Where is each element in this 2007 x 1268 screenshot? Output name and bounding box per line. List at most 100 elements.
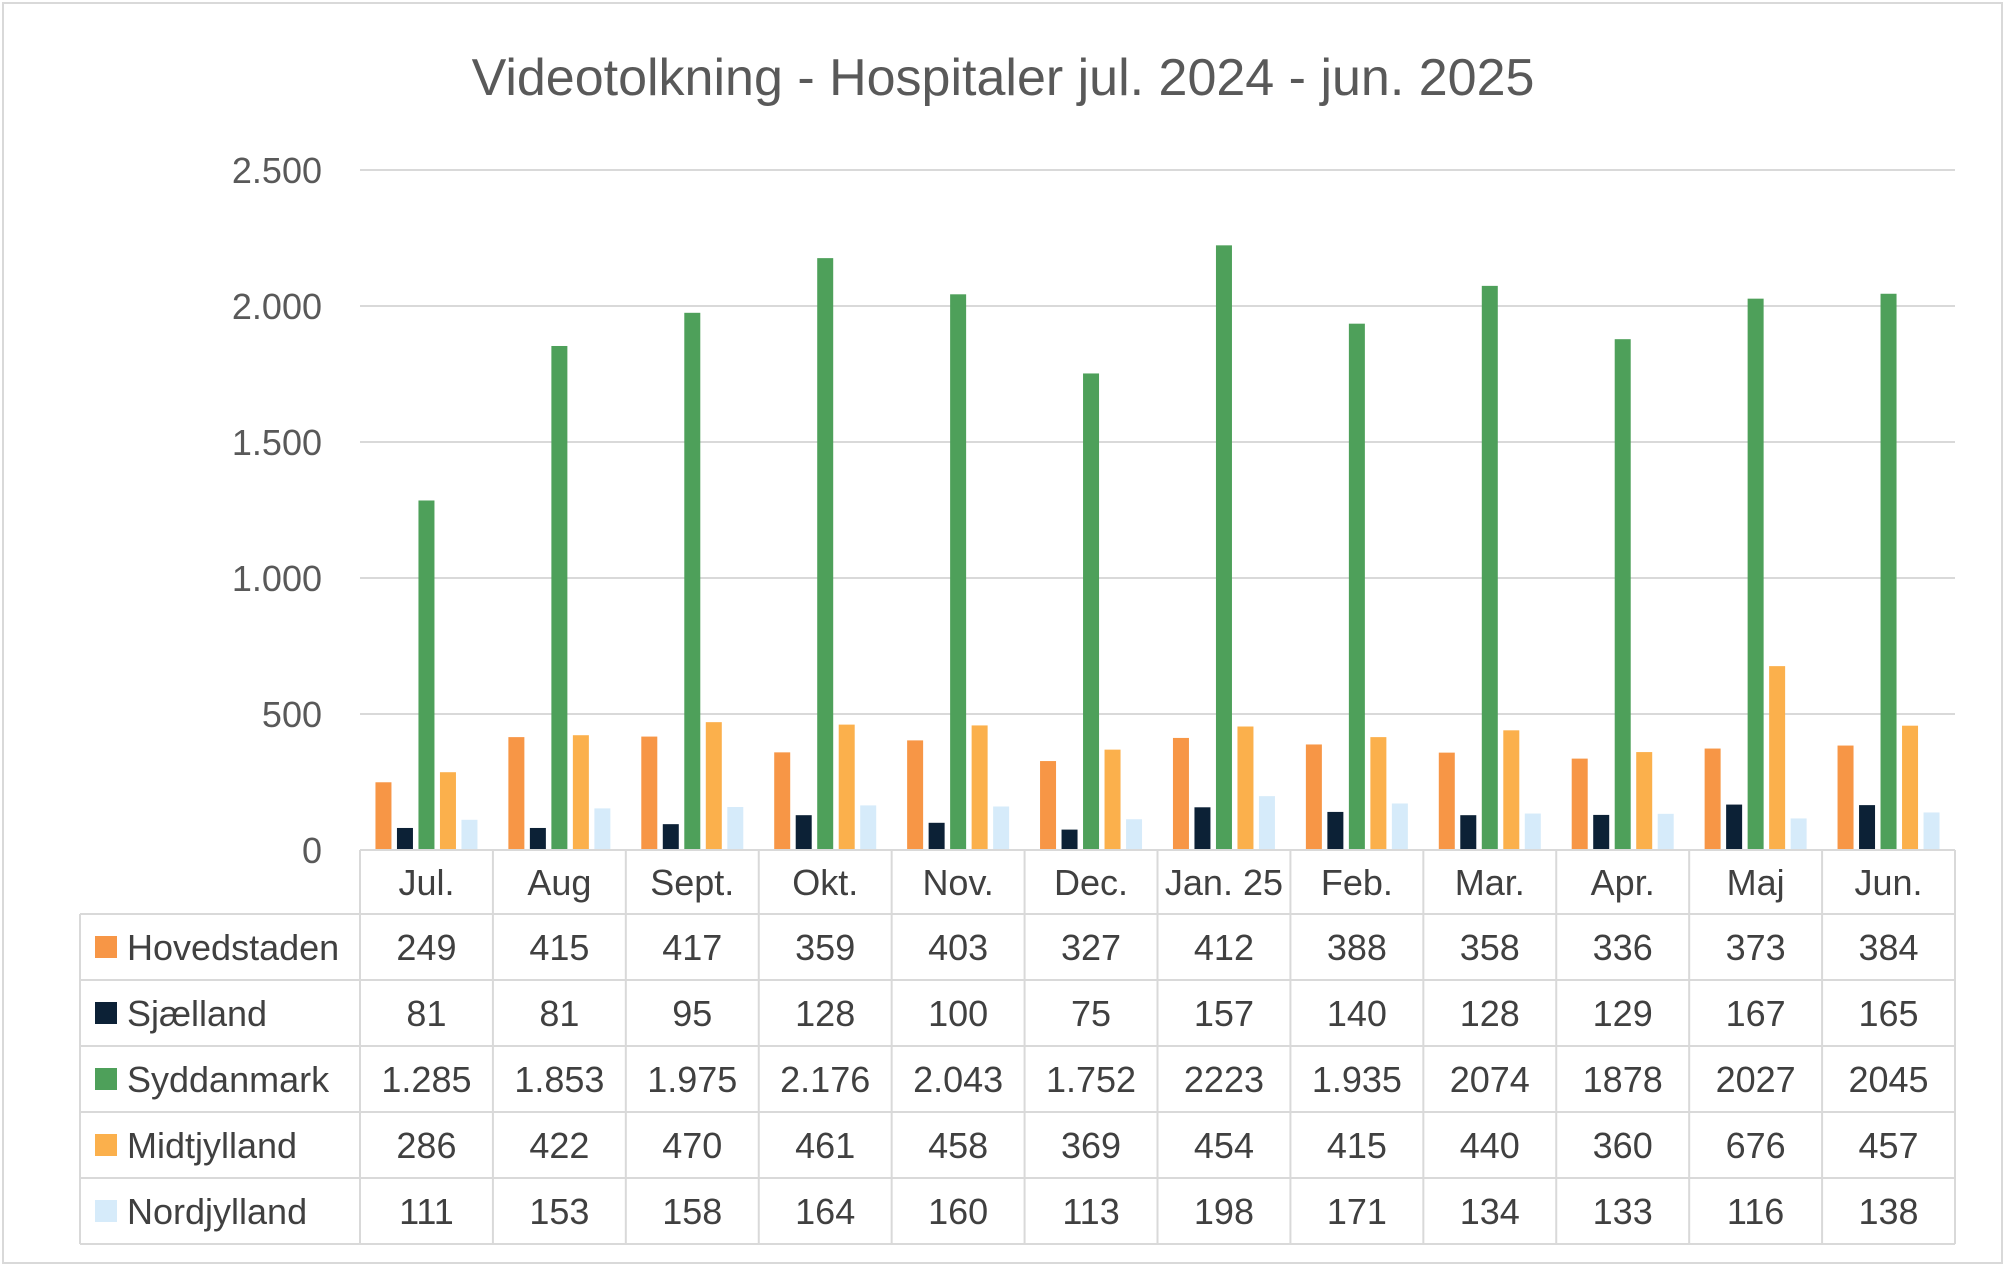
legend-key bbox=[95, 1068, 117, 1090]
data-label: 128 bbox=[1460, 993, 1520, 1034]
bar bbox=[1126, 819, 1143, 850]
legend-key bbox=[95, 1002, 117, 1024]
data-label: 1.285 bbox=[381, 1059, 471, 1100]
bar bbox=[860, 805, 877, 850]
bar bbox=[1215, 245, 1232, 850]
legend-label: Syddanmark bbox=[127, 1059, 330, 1100]
data-label: 113 bbox=[1062, 1191, 1119, 1232]
data-label: 403 bbox=[928, 927, 988, 968]
legend-label: Nordjylland bbox=[127, 1191, 307, 1232]
bar bbox=[1503, 730, 1520, 850]
bar bbox=[1061, 829, 1078, 850]
bar bbox=[1636, 752, 1653, 850]
bar bbox=[418, 500, 435, 850]
data-label: 81 bbox=[406, 993, 446, 1034]
data-label: 412 bbox=[1194, 927, 1254, 968]
bar bbox=[1172, 737, 1189, 850]
bar bbox=[1704, 748, 1721, 850]
bar bbox=[508, 737, 525, 850]
bar bbox=[950, 294, 967, 851]
data-label: 249 bbox=[396, 927, 456, 968]
bar bbox=[594, 808, 611, 850]
bar bbox=[1305, 744, 1322, 850]
bar bbox=[817, 258, 834, 850]
bar bbox=[529, 827, 546, 850]
data-label: 128 bbox=[795, 993, 855, 1034]
bar bbox=[1348, 323, 1365, 850]
bar bbox=[1571, 758, 1588, 850]
category-label: Apr. bbox=[1591, 862, 1655, 903]
bar bbox=[439, 772, 456, 850]
data-label: 358 bbox=[1460, 927, 1520, 968]
bar bbox=[461, 819, 478, 850]
data-label: 198 bbox=[1194, 1191, 1254, 1232]
data-label: 1.752 bbox=[1046, 1059, 1136, 1100]
data-label: 2223 bbox=[1184, 1059, 1264, 1100]
bar bbox=[641, 736, 658, 850]
bar bbox=[705, 722, 722, 850]
data-label: 116 bbox=[1727, 1191, 1784, 1232]
category-label: Jun. bbox=[1855, 862, 1923, 903]
bar bbox=[684, 312, 701, 850]
bar bbox=[727, 807, 744, 850]
y-tick-label: 1.000 bbox=[232, 558, 322, 599]
data-label: 388 bbox=[1327, 927, 1387, 968]
data-label: 440 bbox=[1460, 1125, 1520, 1166]
bars bbox=[375, 245, 1940, 851]
data-label: 95 bbox=[672, 993, 712, 1034]
data-label: 327 bbox=[1061, 927, 1121, 968]
data-label: 336 bbox=[1593, 927, 1653, 968]
category-label: Okt. bbox=[792, 862, 858, 903]
bar bbox=[1837, 745, 1854, 850]
data-table: Jul. Aug Sept. Okt. Nov. Dec. Jan. 25 Feb. Mar. A… bbox=[79, 849, 1956, 1245]
y-tick-label: 1.500 bbox=[232, 422, 322, 463]
bar bbox=[1481, 285, 1498, 850]
data-label: 384 bbox=[1859, 927, 1919, 968]
bar bbox=[1790, 818, 1807, 850]
legend-label: Midtjylland bbox=[127, 1125, 297, 1166]
data-label: 458 bbox=[928, 1125, 988, 1166]
bar bbox=[838, 724, 855, 850]
bar bbox=[1327, 811, 1344, 850]
data-label: 415 bbox=[1327, 1125, 1387, 1166]
bar bbox=[971, 725, 988, 850]
data-label: 676 bbox=[1726, 1125, 1786, 1166]
bar bbox=[1391, 803, 1408, 850]
chart-title: Videotolkning - Hospitaler jul. 2024 - j… bbox=[472, 49, 1535, 107]
bar bbox=[1902, 725, 1919, 850]
data-label: 461 bbox=[795, 1125, 855, 1166]
bar bbox=[1769, 666, 1786, 850]
bar bbox=[907, 740, 924, 850]
data-label: 171 bbox=[1327, 1191, 1387, 1232]
y-tick-label: 2.500 bbox=[232, 150, 322, 191]
y-tick-label: 500 bbox=[262, 694, 322, 735]
data-label: 138 bbox=[1859, 1191, 1919, 1232]
data-label: 359 bbox=[795, 927, 855, 968]
bar bbox=[928, 822, 945, 850]
data-label: 1878 bbox=[1583, 1059, 1663, 1100]
bar bbox=[1040, 761, 1057, 850]
data-label: 457 bbox=[1859, 1125, 1919, 1166]
bar bbox=[396, 827, 413, 850]
data-label: 153 bbox=[529, 1191, 589, 1232]
data-label: 2045 bbox=[1848, 1059, 1928, 1100]
bar bbox=[1747, 298, 1764, 850]
data-label: 160 bbox=[928, 1191, 988, 1232]
legend-key bbox=[95, 1134, 117, 1156]
bar bbox=[1593, 814, 1610, 850]
bar bbox=[1726, 804, 1743, 850]
bar bbox=[662, 824, 679, 850]
bar bbox=[1859, 805, 1876, 850]
bar bbox=[1880, 293, 1897, 850]
data-label: 100 bbox=[928, 993, 988, 1034]
legend-key bbox=[95, 1200, 117, 1222]
data-label: 417 bbox=[662, 927, 722, 968]
legend-label: Sjælland bbox=[127, 993, 267, 1034]
bar bbox=[551, 345, 568, 850]
data-label: 129 bbox=[1593, 993, 1653, 1034]
bar bbox=[1194, 807, 1211, 850]
bar bbox=[1923, 812, 1940, 850]
bar bbox=[1438, 752, 1455, 850]
